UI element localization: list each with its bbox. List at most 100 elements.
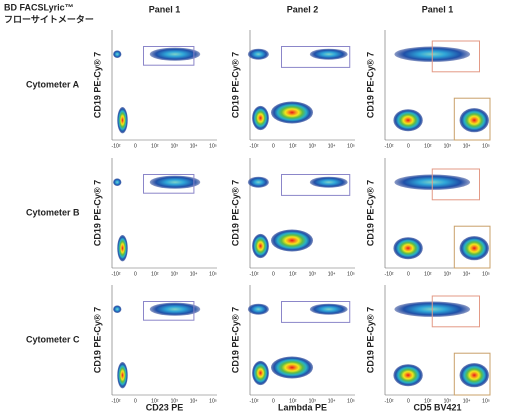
- x-tick-label: 10³: [309, 143, 317, 149]
- population: [117, 362, 128, 389]
- gate: [431, 40, 480, 73]
- y-axis-label: CD19 PE-Cy® 7: [230, 52, 240, 118]
- x-axis-label: CD23 PE: [146, 402, 184, 412]
- gate: [281, 46, 351, 68]
- x-tick-label: 10²: [424, 271, 432, 277]
- x-tick-label: -10²: [112, 143, 121, 149]
- x-tick-label: 10³: [171, 143, 179, 149]
- population: [252, 360, 269, 386]
- x-tick-label: 10²: [289, 398, 297, 404]
- x-tick-label: 10²: [424, 398, 432, 404]
- x-tick-label: -10²: [112, 398, 121, 404]
- population: [393, 237, 423, 260]
- gate: [431, 295, 480, 328]
- population: [271, 356, 313, 379]
- population: [393, 109, 423, 132]
- x-tick-label: 10⁵: [347, 398, 355, 404]
- x-tick-label: 10⁴: [463, 143, 471, 149]
- x-tick-label: -10²: [250, 143, 259, 149]
- x-tick-label: 10⁵: [482, 271, 490, 277]
- x-tick-label: 10⁴: [190, 398, 198, 404]
- column-title: Panel 1: [149, 4, 181, 14]
- x-tick-label: -10²: [385, 398, 394, 404]
- gate: [143, 174, 195, 194]
- gate: [143, 301, 195, 321]
- x-tick-label: 0: [272, 398, 275, 404]
- y-axis-label: CD19 PE-Cy® 7: [92, 307, 102, 373]
- population: [309, 176, 348, 188]
- x-tick-label: 10⁵: [209, 271, 217, 277]
- population: [117, 235, 128, 262]
- x-tick-label: 10²: [151, 271, 159, 277]
- gate: [281, 301, 351, 323]
- x-tick-label: 10³: [171, 398, 179, 404]
- x-tick-label: 10²: [289, 143, 297, 149]
- x-tick-label: 10⁵: [209, 398, 217, 404]
- x-tick-label: 0: [272, 143, 275, 149]
- x-tick-label: 0: [272, 271, 275, 277]
- row-label: Cytometer A: [26, 79, 80, 89]
- gate: [431, 168, 480, 201]
- row-label: Cytometer C: [26, 334, 80, 344]
- x-axis-label: Lambda PE: [278, 402, 327, 412]
- gate: [281, 174, 351, 196]
- x-tick-label: 10⁵: [209, 143, 217, 149]
- population: [149, 302, 201, 316]
- population: [247, 48, 269, 60]
- x-tick-label: -10²: [250, 271, 259, 277]
- x-tick-label: -10²: [112, 271, 121, 277]
- column-title: Panel 2: [287, 4, 319, 14]
- gate: [143, 46, 195, 66]
- title: BD FACSLyric™: [4, 2, 74, 12]
- y-axis-label: CD19 PE-Cy® 7: [230, 307, 240, 373]
- x-tick-label: 0: [407, 143, 410, 149]
- x-tick-label: 10⁵: [347, 271, 355, 277]
- x-tick-label: 10²: [151, 143, 159, 149]
- x-tick-label: -10²: [385, 271, 394, 277]
- population: [309, 48, 348, 60]
- row-label: Cytometer B: [26, 207, 80, 217]
- x-tick-label: 10⁵: [482, 398, 490, 404]
- population: [113, 178, 122, 187]
- population: [393, 364, 423, 387]
- x-tick-label: 10³: [309, 271, 317, 277]
- population: [247, 303, 269, 315]
- x-tick-label: 10⁴: [328, 143, 336, 149]
- y-axis-label: CD19 PE-Cy® 7: [92, 180, 102, 246]
- x-tick-label: 0: [407, 398, 410, 404]
- x-tick-label: 10⁵: [482, 143, 490, 149]
- x-tick-label: -10²: [250, 398, 259, 404]
- x-tick-label: 0: [134, 143, 137, 149]
- y-axis-label: CD19 PE-Cy® 7: [365, 52, 375, 118]
- population: [252, 105, 269, 131]
- column-title: Panel 1: [422, 4, 454, 14]
- subtitle: フローサイトメーター: [4, 13, 94, 24]
- population: [247, 176, 269, 188]
- gate: [453, 225, 491, 269]
- x-tick-label: 0: [134, 271, 137, 277]
- x-tick-label: 10³: [444, 143, 452, 149]
- gate: [453, 97, 491, 141]
- x-tick-label: 10³: [171, 271, 179, 277]
- population: [149, 175, 201, 189]
- x-tick-label: 10³: [444, 271, 452, 277]
- x-tick-label: -10²: [385, 143, 394, 149]
- population: [459, 363, 489, 388]
- x-tick-label: 10⁴: [463, 398, 471, 404]
- y-axis-label: CD19 PE-Cy® 7: [92, 52, 102, 118]
- population: [309, 303, 348, 315]
- x-tick-label: 10⁴: [328, 271, 336, 277]
- x-axis-label: CD5 BV421: [413, 402, 461, 412]
- x-tick-label: 10²: [424, 143, 432, 149]
- x-tick-label: 10⁴: [190, 271, 198, 277]
- x-tick-label: 10⁴: [463, 271, 471, 277]
- y-axis-label: CD19 PE-Cy® 7: [365, 307, 375, 373]
- population: [117, 107, 128, 134]
- x-tick-label: 10⁵: [347, 143, 355, 149]
- y-axis-label: CD19 PE-Cy® 7: [365, 180, 375, 246]
- population: [271, 101, 313, 124]
- gate: [453, 352, 491, 396]
- x-tick-label: 10⁴: [190, 143, 198, 149]
- x-tick-label: 10²: [151, 398, 159, 404]
